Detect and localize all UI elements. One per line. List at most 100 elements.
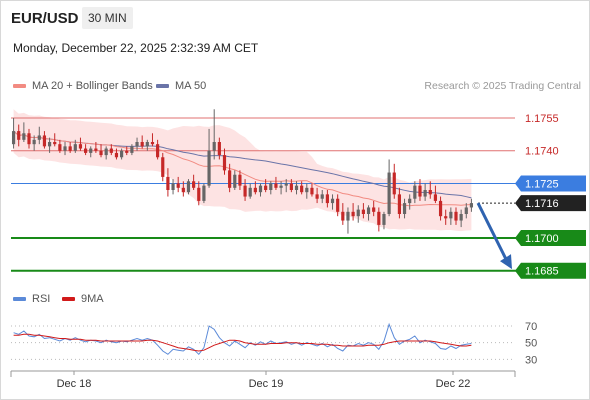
candle-body (387, 172, 391, 214)
candle-body (413, 185, 417, 199)
rsi-ma-label: 9MA (81, 293, 104, 305)
candle-body (289, 183, 293, 190)
candle-body (166, 176, 170, 190)
candle-body (423, 190, 427, 197)
candle (449, 207, 453, 225)
candle-body (238, 174, 242, 186)
candle (459, 209, 463, 228)
candle-body (78, 144, 83, 149)
candle (83, 144, 88, 156)
candle-body (402, 203, 407, 214)
candle-body (22, 133, 26, 140)
candle (382, 211, 386, 230)
candle (53, 133, 57, 147)
candle (22, 122, 26, 142)
candle-body (397, 194, 402, 214)
candle (186, 179, 191, 195)
rsi-tick-50: 50 (525, 338, 537, 350)
candle-body (372, 207, 376, 212)
level-label-1.1700: 1.1700 (525, 233, 559, 245)
candle (454, 207, 458, 225)
candle-body (27, 133, 31, 145)
level-label-1.1740: 1.1740 (525, 146, 559, 158)
candle (264, 179, 268, 193)
candle (140, 135, 144, 149)
candle-body (233, 174, 237, 188)
candle (192, 174, 196, 190)
candle-body (17, 131, 21, 140)
x-tick-dec-19: Dec 19 (249, 378, 284, 390)
candle (166, 168, 170, 197)
candle-body (258, 185, 263, 193)
candle (310, 183, 314, 197)
bollinger-band-layer (13, 109, 472, 232)
bollinger-band (13, 109, 472, 232)
level-tag-1.1700 (515, 230, 586, 246)
candle-body (89, 148, 93, 153)
ma50-swatch (156, 84, 169, 88)
candle (392, 163, 396, 199)
candle (366, 205, 371, 221)
candle (47, 137, 52, 153)
candle (161, 152, 165, 182)
candle (413, 181, 417, 204)
candle-body (469, 203, 474, 208)
candles-layer (11, 109, 474, 234)
candle-body (94, 148, 98, 151)
candle (176, 176, 180, 193)
candle-body (366, 207, 371, 214)
level-label-1.1725: 1.1725 (525, 178, 559, 190)
candle-body (130, 146, 134, 153)
candle-body (53, 142, 57, 145)
candle-body (336, 198, 340, 212)
level-tag-1.1685 (515, 262, 586, 279)
candle (145, 139, 149, 151)
candle (130, 144, 134, 156)
level-label-1.1755: 1.1755 (525, 113, 559, 125)
candle-body (325, 194, 329, 204)
candle (320, 190, 324, 204)
candle (423, 183, 427, 201)
candle-body (444, 216, 448, 219)
candle (32, 135, 36, 151)
candle-body (222, 155, 227, 171)
candle-body (135, 142, 139, 147)
candle (104, 146, 108, 160)
ma20-swatch (13, 84, 26, 88)
candle-body (346, 211, 350, 221)
candle (233, 170, 237, 190)
candle (444, 209, 448, 225)
timeframe-badge[interactable]: 30 MIN (82, 7, 133, 29)
instrument-title: EUR/USD (11, 10, 79, 27)
x-tick-dec-18: Dec 18 (57, 378, 92, 390)
candle (361, 203, 365, 219)
rsi-label: RSI (32, 293, 51, 305)
ma20-line (13, 130, 472, 207)
candle (120, 148, 124, 160)
candle (258, 183, 263, 197)
ma50-label: MA 50 (175, 80, 207, 92)
candle (243, 179, 247, 201)
candle-body (109, 148, 113, 153)
candle (222, 148, 227, 175)
legend-rsi: RSI (13, 293, 50, 305)
candle-body (454, 211, 458, 221)
candle-body (464, 207, 468, 214)
candle-body (150, 142, 155, 145)
candle-body (351, 211, 355, 217)
candle (356, 205, 360, 223)
candle (336, 194, 340, 217)
candle-body (310, 187, 314, 195)
candle-body (37, 135, 41, 140)
candle (99, 144, 103, 158)
candle-body (181, 187, 185, 193)
candle-body (73, 144, 77, 151)
candle-body (202, 185, 206, 201)
level-label-1.1685: 1.1685 (525, 266, 559, 278)
candle-body (83, 148, 88, 153)
candle-body (392, 172, 396, 195)
candle (351, 203, 355, 221)
candle (207, 128, 211, 188)
rsi-ma-swatch (62, 297, 75, 301)
candle-body (300, 185, 304, 193)
